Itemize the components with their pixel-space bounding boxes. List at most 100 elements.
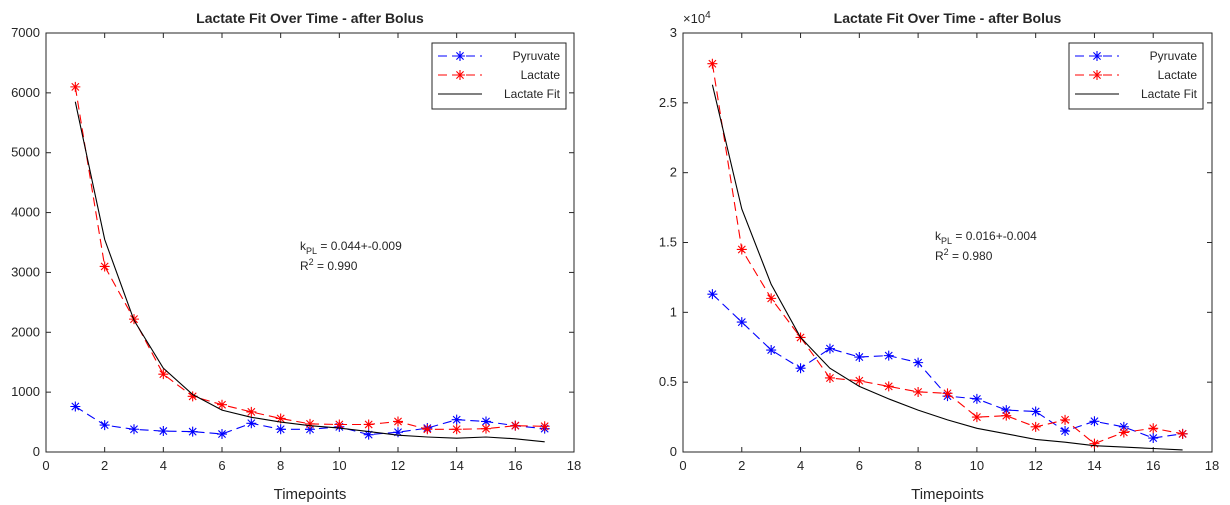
data-point	[275, 424, 286, 435]
data-point	[217, 399, 227, 410]
data-point	[246, 406, 257, 417]
data-point	[539, 421, 550, 432]
y-tick-label: 0	[670, 444, 677, 459]
data-point	[481, 423, 491, 434]
data-point	[158, 426, 169, 437]
r-superscript: 2	[944, 247, 949, 257]
data-point	[305, 424, 315, 435]
k-subscript: PL	[306, 246, 317, 256]
x-tick-label: 0	[42, 458, 49, 473]
legend-label: Lactate	[521, 68, 561, 82]
legend-marker	[1092, 51, 1102, 61]
y-exponent-power: 4	[705, 10, 711, 21]
chart-title: Lactate Fit Over Time - after Bolus	[196, 10, 424, 26]
x-tick-label: 18	[567, 458, 581, 473]
data-point	[766, 293, 777, 304]
x-tick-label: 12	[1028, 458, 1042, 473]
k-label: kPL = 0.044+-0.009	[300, 239, 402, 256]
legend-box	[431, 42, 567, 110]
y-tick-label: 2000	[11, 324, 40, 339]
x-axis-label: Timepoints	[911, 486, 984, 503]
data-point	[1089, 416, 1100, 427]
data-point	[883, 350, 894, 361]
data-point	[854, 352, 865, 363]
x-tick-label: 10	[332, 458, 346, 473]
legend-label: Pyruvate	[513, 49, 561, 63]
legend-label: Pyruvate	[1150, 49, 1198, 63]
data-point	[1001, 410, 1012, 421]
x-tick-label: 16	[508, 458, 522, 473]
data-point	[393, 427, 403, 438]
r-value: = 0.980	[949, 249, 993, 263]
x-tick-label: 18	[1205, 458, 1219, 473]
legend-marker	[1092, 70, 1102, 80]
legend-label: Lactate Fit	[1141, 87, 1198, 101]
y-exponent-label: ×104	[683, 10, 711, 27]
y-tick-label: 1	[670, 304, 677, 319]
data-point	[129, 424, 139, 435]
r-squared-label: R2 = 0.980	[935, 247, 993, 263]
series-lactate-fit	[711, 84, 1183, 451]
x-tick-label: 0	[679, 458, 686, 473]
legend: Pyruvate Lactate Lactate Fit	[1068, 42, 1204, 110]
y-tick-label: 4000	[11, 205, 40, 220]
k-label: kPL = 0.016+-0.004	[935, 229, 1037, 246]
y-tick-label: 1.5	[659, 235, 677, 250]
x-axis-label: Timepoints	[274, 486, 347, 503]
y-tick-label: 2	[670, 165, 677, 180]
r-squared-label: R2 = 0.990	[300, 257, 358, 273]
data-point	[1030, 421, 1041, 432]
data-point	[393, 416, 403, 427]
data-point	[275, 413, 286, 424]
data-point	[158, 369, 169, 380]
data-point	[246, 418, 257, 429]
data-point	[363, 429, 374, 440]
data-point	[99, 261, 110, 272]
y-tick-label: 7000	[11, 25, 40, 40]
legend-marker	[455, 51, 465, 61]
x-tick-label: 14	[449, 458, 463, 473]
k-value: = 0.016+-0.004	[952, 229, 1037, 243]
data-point	[510, 420, 521, 431]
data-point	[1030, 406, 1041, 417]
series-line	[711, 84, 1183, 451]
data-point	[854, 375, 865, 386]
legend-label: Lactate	[1158, 68, 1198, 82]
x-tick-label: 4	[160, 458, 167, 473]
series-lactate-fit	[74, 101, 545, 443]
legend-label: Lactate Fit	[504, 87, 561, 101]
data-point	[942, 388, 953, 399]
data-point	[766, 345, 777, 356]
k-value: = 0.044+-0.009	[317, 239, 402, 253]
data-point	[824, 343, 835, 354]
data-point	[187, 426, 198, 437]
x-tick-label: 16	[1146, 458, 1160, 473]
y-tick-label: 1000	[11, 384, 40, 399]
data-point	[913, 357, 924, 368]
x-tick-label: 2	[738, 458, 745, 473]
data-point	[70, 401, 81, 412]
y-tick-label: 0.5	[659, 374, 677, 389]
data-point	[422, 424, 433, 435]
chart-title: Lactate Fit Over Time - after Bolus	[834, 10, 1062, 26]
legend-box	[1068, 42, 1204, 110]
data-point	[971, 412, 982, 423]
data-point	[971, 393, 982, 404]
x-tick-label: 2	[101, 458, 108, 473]
x-tick-label: 8	[277, 458, 284, 473]
x-tick-label: 6	[856, 458, 863, 473]
series-line	[74, 86, 545, 430]
data-point	[334, 419, 345, 430]
y-tick-label: 6000	[11, 85, 40, 100]
data-point	[451, 424, 462, 435]
data-point	[1001, 405, 1012, 416]
data-point	[1060, 414, 1071, 425]
data-point	[1118, 421, 1129, 432]
data-point	[707, 58, 718, 69]
data-point	[99, 420, 110, 431]
legend-marker	[455, 70, 465, 80]
data-point	[707, 289, 718, 300]
x-tick-label: 14	[1087, 458, 1101, 473]
chart-1: Lactate Fit Over Time - after Bolus 0 2 4 6 8…	[11, 10, 581, 503]
